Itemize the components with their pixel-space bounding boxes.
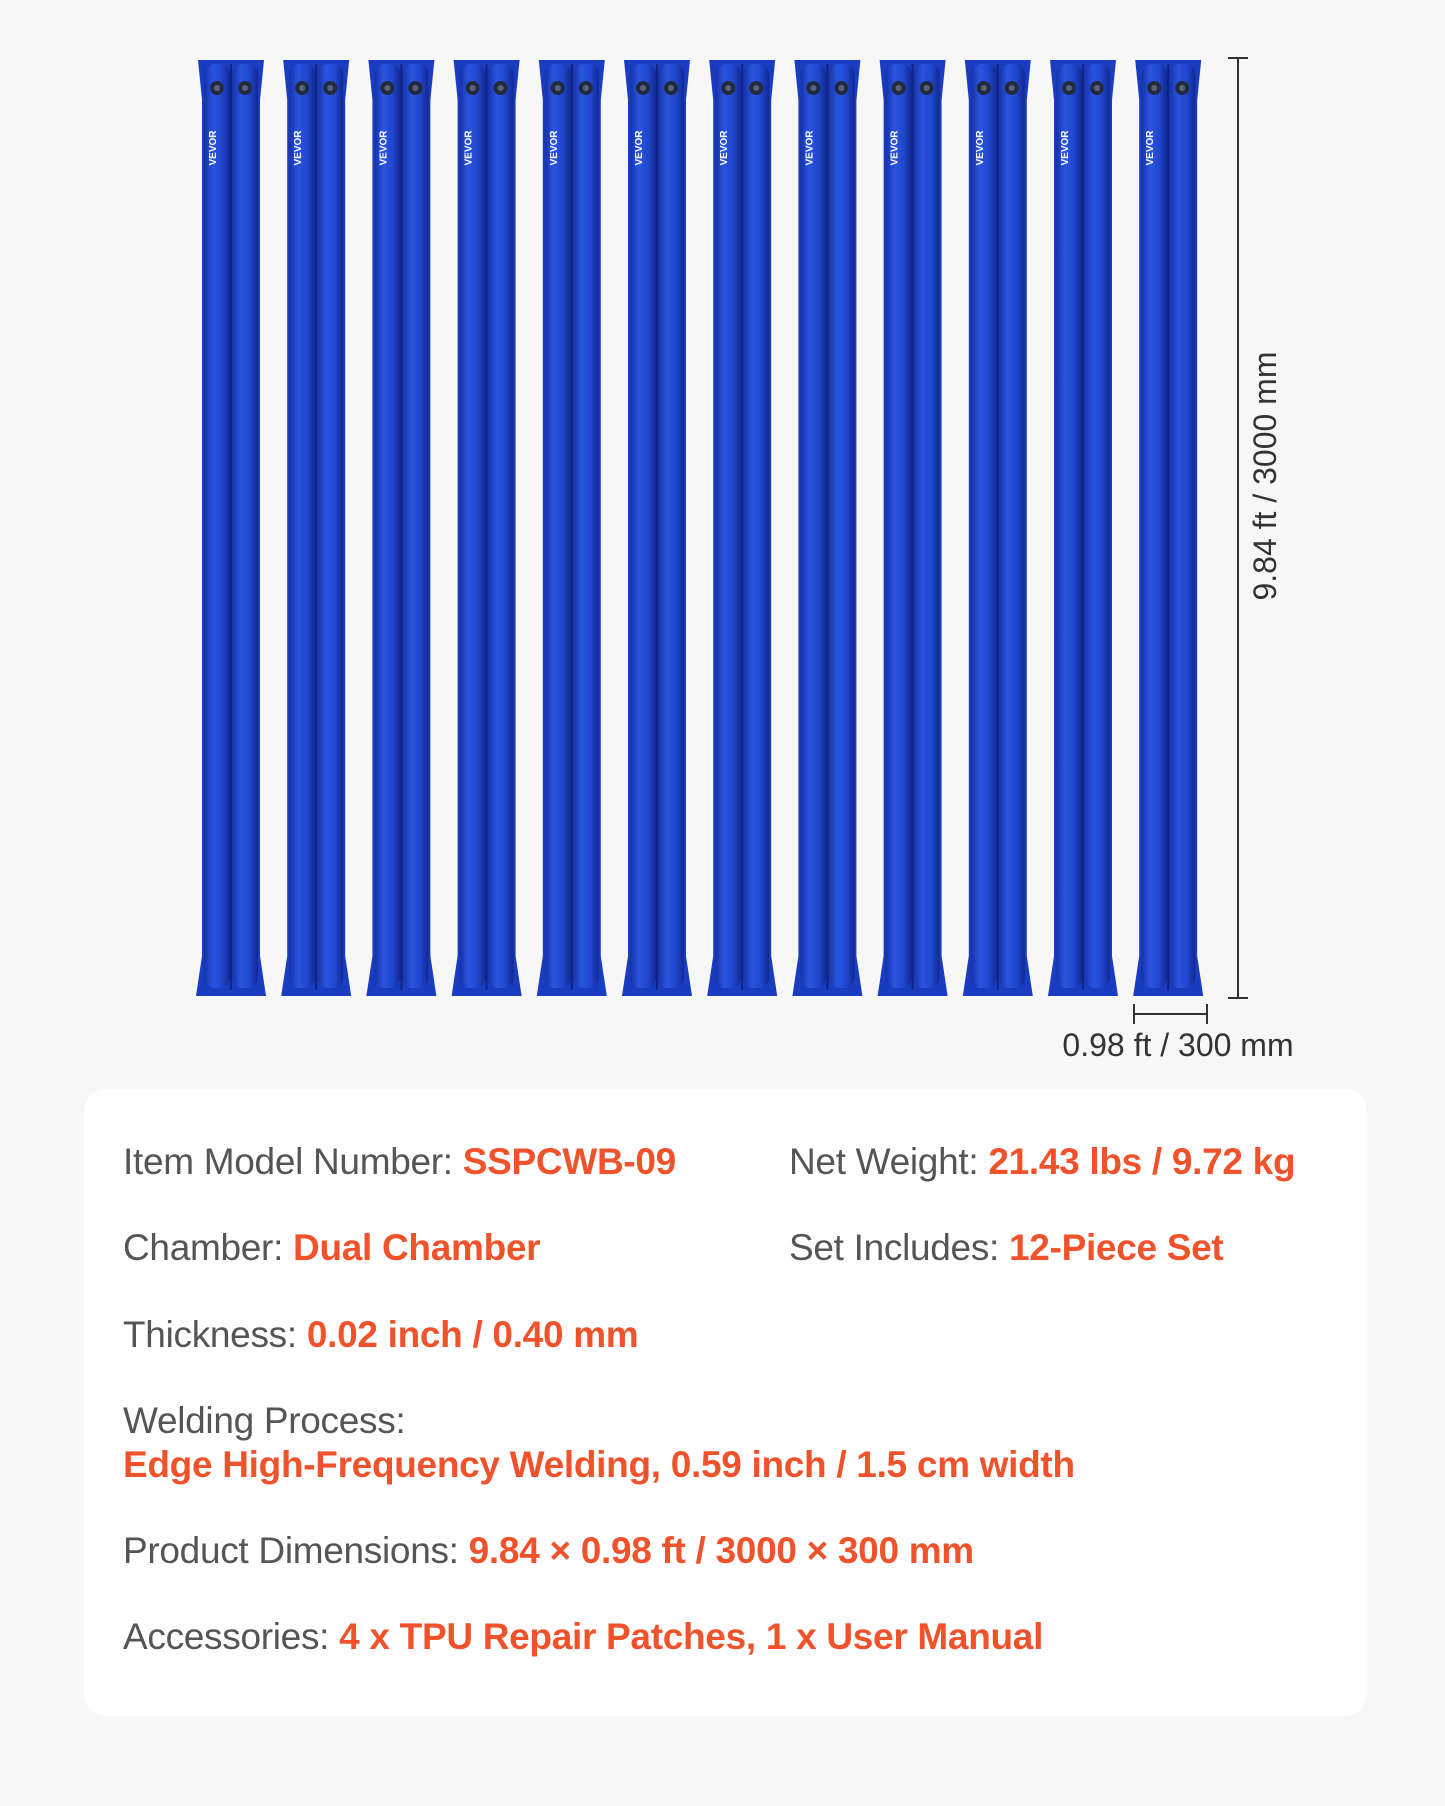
- chamber: [828, 64, 855, 988]
- valve-cap: [725, 85, 732, 91]
- chamber: [658, 64, 684, 988]
- spec-label: Chamber:: [123, 1227, 284, 1268]
- valve-cap: [554, 85, 561, 91]
- chamber: [913, 64, 940, 988]
- valve-cap: [1151, 85, 1158, 91]
- valve-cap: [412, 85, 419, 91]
- chamber: [715, 64, 742, 988]
- brand-label: VEVOR: [634, 130, 645, 166]
- spec-label: Welding Process:: [123, 1400, 406, 1441]
- spec: Chamber: Dual Chamber: [123, 1227, 541, 1269]
- chamber: [459, 64, 486, 988]
- brand-label: VEVOR: [804, 130, 815, 166]
- valve-cap: [384, 85, 391, 91]
- spec-label: Net Weight:: [789, 1141, 979, 1182]
- chamber: [1141, 64, 1168, 988]
- chamber: [1084, 64, 1110, 988]
- spec-label: Product Dimensions:: [123, 1530, 459, 1571]
- spec-value: 21.43 lbs / 9.72 kg: [988, 1141, 1296, 1182]
- valve-cap: [1066, 85, 1072, 91]
- valve-cap: [469, 85, 476, 91]
- brand-label: VEVOR: [975, 130, 986, 166]
- chamber: [487, 64, 514, 988]
- spec-value: Dual Chamber: [293, 1227, 541, 1268]
- chamber: [204, 64, 230, 988]
- valve-cap: [327, 85, 334, 91]
- brand-label: VEVOR: [549, 130, 560, 166]
- valve-cap: [299, 85, 306, 91]
- tubes: VEVOR VEVOR VEVOR VEVOR VEVOR VEVOR VEVOR VEVOR…: [196, 60, 1204, 996]
- spec-value: Edge High-Frequency Welding, 0.59 inch /…: [123, 1444, 1075, 1485]
- spec-label: Set Includes:: [789, 1227, 1000, 1268]
- chamber: [317, 64, 344, 988]
- valve-cap: [1008, 85, 1015, 91]
- spec: Net Weight: 21.43 lbs / 9.72 kg: [789, 1141, 1296, 1183]
- spec-value: 9.84 × 0.98 ft / 3000 × 300 mm: [468, 1530, 975, 1571]
- spec-value: SSPCWB-09: [462, 1141, 676, 1182]
- height-label: 9.84 ft / 3000 mm: [1247, 351, 1283, 600]
- valve-cap: [242, 85, 248, 91]
- brand-label: VEVOR: [293, 130, 304, 166]
- brand-label: VEVOR: [1145, 130, 1156, 166]
- valve-cap: [838, 85, 845, 91]
- chamber: [1056, 64, 1082, 988]
- valve-cap: [895, 85, 902, 91]
- brand-label: VEVOR: [208, 130, 219, 166]
- valve-cap: [668, 85, 674, 91]
- spec: Welding Process:: [123, 1400, 406, 1442]
- product-image: VEVOR VEVOR VEVOR VEVOR VEVOR VEVOR VEVOR VEVOR…: [196, 57, 1294, 1063]
- spec-card: Item Model Number: SSPCWB-09 Net Weight:…: [84, 1089, 1367, 1716]
- spec-value: 12-Piece Set: [1009, 1227, 1224, 1268]
- spec: Item Model Number: SSPCWB-09: [123, 1141, 676, 1183]
- valve-cap: [640, 85, 646, 91]
- valve-cap: [923, 85, 930, 91]
- valve-cap: [214, 85, 220, 91]
- brand-label: VEVOR: [719, 130, 730, 166]
- spec-value: 0.02 inch / 0.40 mm: [306, 1314, 639, 1355]
- chamber: [232, 64, 258, 988]
- chamber: [572, 64, 599, 988]
- chamber: [544, 64, 571, 988]
- spec-label: Thickness:: [123, 1314, 297, 1355]
- valve-cap: [1179, 85, 1186, 91]
- chamber: [630, 64, 656, 988]
- valve-cap: [497, 85, 504, 91]
- spec: Product Dimensions: 9.84 × 0.98 ft / 300…: [123, 1530, 974, 1572]
- brand-label: VEVOR: [464, 130, 475, 166]
- valve-cap: [980, 85, 987, 91]
- chamber: [1169, 64, 1196, 988]
- width-label: 0.98 ft / 300 mm: [1062, 1027, 1293, 1063]
- brand-label: VEVOR: [890, 130, 901, 166]
- brand-label: VEVOR: [378, 130, 389, 166]
- spec: Set Includes: 12-Piece Set: [789, 1227, 1224, 1269]
- chamber: [998, 64, 1025, 988]
- chamber: [289, 64, 316, 988]
- chamber: [885, 64, 912, 988]
- valve-cap: [1094, 85, 1100, 91]
- chamber: [374, 64, 401, 988]
- chamber: [402, 64, 429, 988]
- valve-cap: [582, 85, 589, 91]
- spec-value: 4 x TPU Repair Patches, 1 x User Manual: [339, 1616, 1044, 1657]
- chamber: [970, 64, 997, 988]
- valve-cap: [753, 85, 760, 91]
- brand-label: VEVOR: [1060, 130, 1071, 166]
- valve-cap: [810, 85, 817, 91]
- spec-label: Accessories:: [123, 1616, 330, 1657]
- spec: Accessories: 4 x TPU Repair Patches, 1 x…: [123, 1616, 1043, 1658]
- spec: Thickness: 0.02 inch / 0.40 mm: [123, 1314, 639, 1356]
- chamber: [743, 64, 770, 988]
- chamber: [800, 64, 827, 988]
- spec-label: Item Model Number:: [123, 1141, 453, 1182]
